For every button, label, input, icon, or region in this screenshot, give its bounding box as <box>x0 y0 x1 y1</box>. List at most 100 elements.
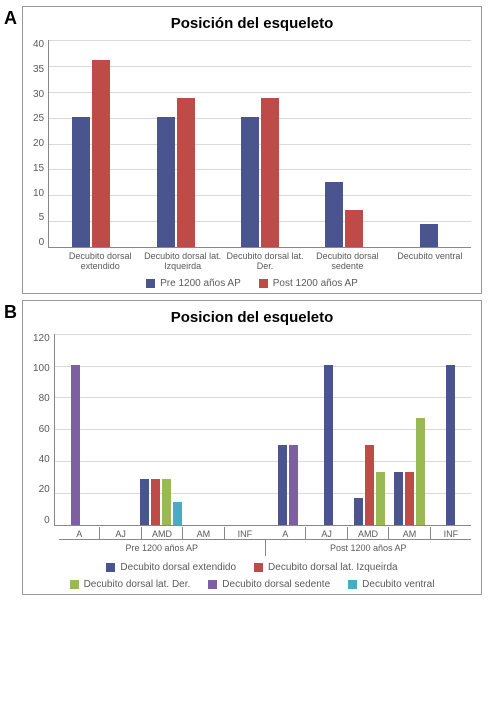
x-supergroup-label: Pre 1200 años AP <box>59 540 266 556</box>
x-subcategory-label: AJ <box>99 527 140 539</box>
bar <box>71 365 80 525</box>
y-tick-label: 5 <box>39 213 45 223</box>
legend-swatch <box>146 279 155 288</box>
panel-b-supergroup-labels: Pre 1200 años APPost 1200 años AP <box>59 539 471 556</box>
panel-a-bars <box>49 40 471 247</box>
bar-group <box>136 334 186 525</box>
y-tick-label: 80 <box>39 394 50 404</box>
y-tick-label: 20 <box>33 139 44 149</box>
bar <box>354 498 363 525</box>
bar <box>261 98 279 247</box>
panel-b-legend: Decubito dorsal extendido Decubito dorsal… <box>33 562 471 590</box>
bar <box>173 502 182 525</box>
panel-b-title: Posicion del esqueleto <box>33 309 471 326</box>
panel-a-title: Posición del esqueleto <box>33 15 471 32</box>
bar-group <box>390 334 431 525</box>
x-supergroup-label: Post 1200 años AP <box>266 540 472 556</box>
panel-b-x-hierarchy: AAJAMDAMINFAAJAMDAMINF Pre 1200 años APP… <box>59 526 471 556</box>
legend-label: Post 1200 años AP <box>273 278 358 289</box>
panel-b-subcat-labels: AAJAMDAMINFAAJAMDAMINF <box>59 527 471 539</box>
bar <box>376 472 385 525</box>
x-category-label: Decubito dorsal lat. Der. <box>224 252 306 272</box>
bar-group <box>55 334 96 525</box>
x-category-label: Decubito dorsal extendido <box>59 252 141 272</box>
legend-label: Decubito dorsal sedente <box>222 579 330 590</box>
bar-group <box>430 334 471 525</box>
bar <box>365 445 374 525</box>
legend-item: Decubito ventral <box>348 579 434 590</box>
bar <box>289 445 298 525</box>
legend-label: Decubito dorsal lat. Der. <box>84 579 191 590</box>
bar-group <box>218 40 302 247</box>
panel-b-chart: Posicion del esqueleto 120 100 80 60 40 20 0 A… <box>22 300 482 595</box>
panel-a-x-labels: Decubito dorsal extendidoDecubito dorsal… <box>59 252 471 272</box>
legend-label: Decubito dorsal extendido <box>120 562 236 573</box>
x-subcategory-label: AMD <box>347 527 388 539</box>
panel-a: A Posición del esqueleto 403530252015105… <box>0 6 500 294</box>
bar <box>162 479 171 525</box>
bar-group <box>302 40 386 247</box>
panel-b-bars <box>55 334 471 525</box>
legend-item: Pre 1200 años AP <box>146 278 241 289</box>
x-category-label: Decubito dorsal sedente <box>306 252 388 272</box>
legend-label: Pre 1200 años AP <box>160 278 241 289</box>
x-subcategory-label: AM <box>388 527 429 539</box>
panel-b-plot: 120 100 80 60 40 20 0 <box>33 334 471 526</box>
y-tick-label: 40 <box>33 40 44 50</box>
legend-swatch <box>70 580 79 589</box>
bar <box>241 117 259 247</box>
x-category-label: Decubito ventral <box>389 252 471 272</box>
bar <box>72 117 90 247</box>
figure-container: A Posición del esqueleto 403530252015105… <box>0 6 500 595</box>
panel-b-plot-area <box>54 334 471 526</box>
legend-swatch <box>106 563 115 572</box>
bar <box>416 418 425 525</box>
y-tick-label: 60 <box>39 425 50 435</box>
legend-swatch <box>259 279 268 288</box>
legend-item: Decubito dorsal sedente <box>208 579 330 590</box>
bar <box>446 365 455 525</box>
x-subcategory-label: INF <box>430 527 471 539</box>
panel-a-legend: Pre 1200 años AP Post 1200 años AP <box>33 278 471 289</box>
x-subcategory-label: AMD <box>141 527 182 539</box>
bar-group <box>387 40 471 247</box>
y-tick-label: 120 <box>33 334 50 344</box>
bar <box>92 60 110 247</box>
panel-a-chart: Posición del esqueleto 4035302520151050 … <box>22 6 482 294</box>
y-tick-label: 0 <box>44 516 50 526</box>
x-category-label: Decubito dorsal lat. Izqueirda <box>141 252 223 272</box>
bar <box>278 445 287 525</box>
y-tick-label: 100 <box>33 364 50 374</box>
x-subcategory-label: AJ <box>305 527 346 539</box>
bar <box>324 365 333 525</box>
y-tick-label: 40 <box>39 455 50 465</box>
legend-swatch <box>348 580 357 589</box>
bar <box>420 224 438 247</box>
legend-swatch <box>254 563 263 572</box>
x-subcategory-label: INF <box>224 527 265 539</box>
legend-item: Decubito dorsal lat. Izqueirda <box>254 562 398 573</box>
panel-a-plot-area <box>48 40 471 248</box>
legend-swatch <box>208 580 217 589</box>
panel-a-label: A <box>4 8 17 29</box>
bar-group <box>268 334 309 525</box>
legend-label: Decubito ventral <box>362 579 434 590</box>
x-subcategory-label: AM <box>182 527 223 539</box>
bar <box>325 182 343 247</box>
bar-group <box>95 334 136 525</box>
panel-b-label: B <box>4 302 17 323</box>
legend-item: Decubito dorsal extendido <box>106 562 236 573</box>
x-subcategory-label: A <box>265 527 305 539</box>
bar <box>345 210 363 247</box>
panel-a-y-axis: 4035302520151050 <box>33 40 48 248</box>
bar <box>177 98 195 247</box>
y-tick-label: 20 <box>39 485 50 495</box>
bar-group <box>49 40 133 247</box>
panel-b: B Posicion del esqueleto 120 100 80 60 40 20 0… <box>0 300 500 595</box>
bar <box>151 479 160 525</box>
y-tick-label: 15 <box>33 164 44 174</box>
bar <box>405 472 414 525</box>
legend-item: Post 1200 años AP <box>259 278 358 289</box>
legend-label: Decubito dorsal lat. Izqueirda <box>268 562 398 573</box>
bar <box>140 479 149 525</box>
